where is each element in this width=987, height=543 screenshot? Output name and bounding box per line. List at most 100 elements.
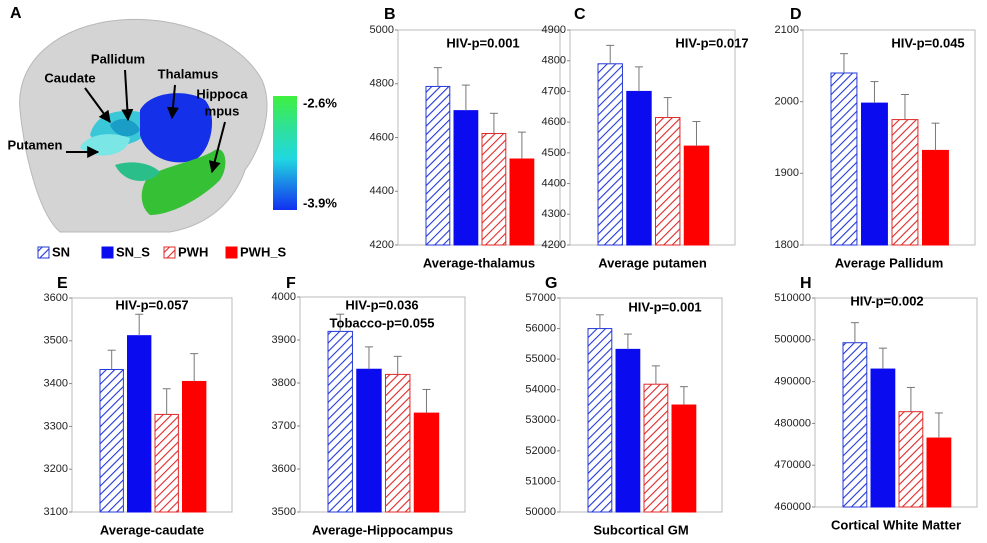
panel-label: D xyxy=(790,6,802,23)
panel-label: E xyxy=(57,275,68,292)
plot-frame xyxy=(71,297,233,513)
bar xyxy=(509,158,535,246)
plot-frame xyxy=(397,29,561,246)
y-tick-label: 4200 xyxy=(370,239,394,251)
bar xyxy=(861,102,888,246)
y-tick-label: 4600 xyxy=(370,131,394,143)
y-tick-label: 2000 xyxy=(775,96,799,108)
y-tick-label: 3800 xyxy=(272,377,296,389)
y-tick-label: 4200 xyxy=(542,239,566,251)
bar xyxy=(99,368,124,513)
bar xyxy=(830,72,858,246)
y-tick-label: 4500 xyxy=(542,147,566,159)
x-axis-label: Subcortical GM xyxy=(593,522,688,537)
bar xyxy=(413,412,440,513)
plot-frame xyxy=(299,296,466,513)
error-bar xyxy=(900,94,909,120)
region-label: Hippoca xyxy=(196,86,248,101)
bar xyxy=(481,132,507,246)
bar xyxy=(356,368,382,513)
y-tick-label: 53000 xyxy=(525,414,556,426)
plot-frame xyxy=(559,297,723,513)
y-tick-label: 3200 xyxy=(44,463,68,475)
legend-swatch xyxy=(101,246,114,259)
bar xyxy=(597,63,623,246)
region-label: Caudate xyxy=(44,70,95,85)
plot-frame xyxy=(569,29,736,246)
legend-swatch xyxy=(225,246,238,259)
bar xyxy=(154,413,179,513)
y-tick-label: 3500 xyxy=(44,335,68,347)
arrows xyxy=(66,69,226,174)
bar xyxy=(683,145,710,246)
x-axis-label: Average putamen xyxy=(598,255,707,270)
annotation: HIV-p=0.002 xyxy=(850,293,923,308)
bar xyxy=(922,149,949,246)
error-bar xyxy=(850,322,859,343)
bar xyxy=(385,373,411,513)
error-bar xyxy=(906,386,915,412)
panel-label: C xyxy=(574,6,586,23)
y-tick-label: 5000 xyxy=(370,24,394,36)
x-axis-label: Cortical White Matter xyxy=(831,517,961,532)
error-bar xyxy=(878,347,887,370)
panel-label: F xyxy=(286,275,296,292)
y-tick-label: 4800 xyxy=(370,78,394,90)
error-bar xyxy=(135,313,144,336)
y-tick-label: 4400 xyxy=(542,177,566,189)
bar xyxy=(182,380,207,513)
annotation: HIV-p=0.036 xyxy=(345,297,418,312)
error-bar xyxy=(870,81,879,104)
y-tick-label: 52000 xyxy=(525,445,556,457)
error-bar xyxy=(433,67,442,87)
plot-frame xyxy=(802,29,976,246)
panel-label: A xyxy=(10,5,22,22)
y-tick-label: 1900 xyxy=(775,167,799,179)
x-axis-label: Average-thalamus xyxy=(423,255,535,270)
color-scale xyxy=(273,96,297,210)
bar xyxy=(626,90,652,246)
legend-swatch xyxy=(163,246,176,259)
y-tick-label: 4300 xyxy=(542,208,566,220)
legend-label: SN xyxy=(52,244,70,259)
region-label: mpus xyxy=(205,103,240,118)
error-bar xyxy=(839,53,848,73)
annotation: Tobacco-p=0.055 xyxy=(330,315,435,330)
error-bar xyxy=(934,412,943,439)
bar xyxy=(327,330,353,513)
error-bar xyxy=(623,333,632,350)
y-tick-label: 54000 xyxy=(525,384,556,396)
y-tick-label: 3900 xyxy=(272,334,296,346)
bar xyxy=(615,348,641,513)
y-tick-label: 3300 xyxy=(44,420,68,432)
region-label: Thalamus xyxy=(158,66,219,81)
y-tick-label: 3400 xyxy=(44,378,68,390)
error-bar xyxy=(107,349,116,370)
bar xyxy=(671,404,697,513)
y-tick-label: 460000 xyxy=(774,501,811,513)
error-bar xyxy=(336,313,345,332)
bar xyxy=(425,85,451,246)
y-tick-label: 470000 xyxy=(774,459,811,471)
bar xyxy=(891,119,919,246)
error-bar xyxy=(634,66,643,92)
y-tick-label: 500000 xyxy=(774,334,811,346)
y-tick-label: 3600 xyxy=(44,292,68,304)
bar xyxy=(926,437,952,508)
x-axis-label: Average-caudate xyxy=(100,522,204,537)
y-tick-label: 4000 xyxy=(272,291,296,303)
bar xyxy=(842,342,868,508)
annotation: HIV-p=0.001 xyxy=(446,35,519,50)
bar xyxy=(587,328,613,513)
error-bar xyxy=(461,84,470,111)
annotation: HIV-p=0.045 xyxy=(891,35,964,50)
y-tick-label: 490000 xyxy=(774,376,811,388)
y-tick-label: 4700 xyxy=(542,85,566,97)
y-tick-label: 4400 xyxy=(370,185,394,197)
y-tick-label: 56000 xyxy=(525,322,556,334)
y-tick-label: 4900 xyxy=(542,24,566,36)
bar xyxy=(643,383,669,513)
legend-label: SN_S xyxy=(116,244,150,259)
plot-frame xyxy=(814,297,978,508)
error-bar xyxy=(393,355,402,375)
